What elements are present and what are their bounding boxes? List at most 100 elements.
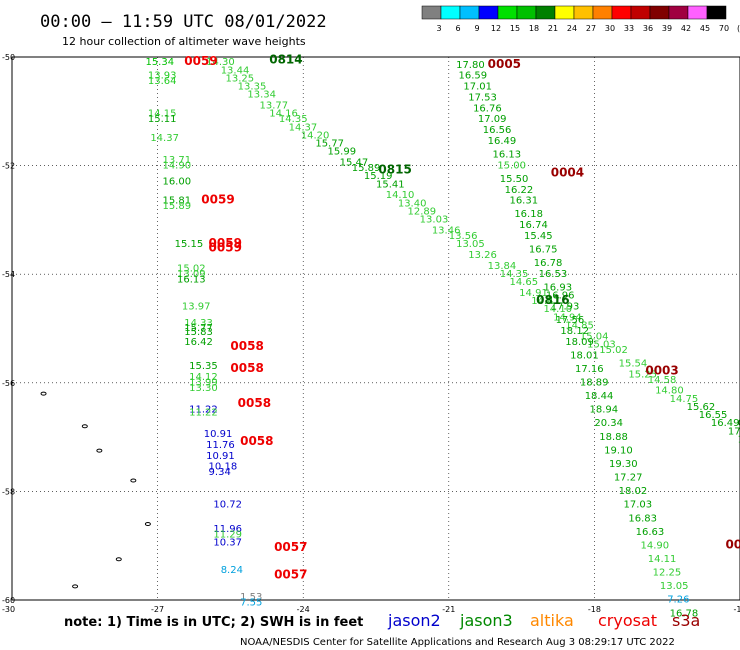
wave-height-value: 14.90	[162, 160, 191, 171]
wave-height-value: 14.94	[553, 312, 582, 323]
x-tick-label: -24	[297, 605, 310, 614]
wave-height-value: 14.30	[206, 57, 235, 68]
wave-height-value: 9.34	[209, 467, 231, 478]
wave-height-value: 16.74	[519, 220, 548, 231]
land-island	[130, 478, 137, 483]
pass-time-label: 0005	[488, 57, 521, 71]
pass-time-label: 00	[725, 537, 740, 551]
wave-height-value: 15.04	[580, 331, 609, 342]
wave-height-value: 18.89	[580, 378, 609, 389]
wave-height-value: 18.09	[565, 337, 594, 348]
colorbar-swatch	[649, 5, 670, 20]
wave-height-value: 13.99	[189, 378, 218, 389]
wave-height-value: 13.30	[189, 383, 218, 394]
wave-height-value: 17.01	[463, 82, 492, 93]
pass-time-label: 0004	[551, 165, 584, 179]
x-tick-label: -18	[588, 605, 601, 614]
x-tick-label: -15	[733, 605, 740, 614]
wave-height-value: 16.49	[711, 418, 740, 429]
y-tick-label: -54	[2, 270, 15, 279]
colorbar-swatch	[687, 5, 708, 20]
wave-height-value: 15.11	[148, 114, 177, 125]
colorbar-swatch	[421, 5, 442, 20]
pass-time-label: 0058	[230, 361, 263, 375]
wave-height-value: 17.09	[478, 114, 507, 125]
wave-height-value: 13.64	[148, 76, 177, 87]
wave-height-value: 16.31	[509, 196, 538, 207]
wave-height-value: 15.81	[162, 196, 191, 207]
colorbar-label: 33	[624, 24, 634, 33]
colorbar-label: 15	[510, 24, 520, 33]
wave-height-value: 10.91	[206, 451, 235, 462]
colorbar-swatch	[611, 5, 632, 20]
wave-height-value: 15.35	[189, 361, 218, 372]
wave-height-value: 16.13	[492, 149, 521, 160]
wave-height-value: 13.03	[420, 215, 449, 226]
wave-height-value: 19.10	[604, 445, 633, 456]
pass-time-label: 0059	[184, 54, 217, 68]
colorbar-label: 9	[474, 24, 479, 33]
colorbar-swatch	[440, 5, 461, 20]
wave-height-value: 0	[738, 418, 740, 429]
footer-note: note: 1) Time is in UTC; 2) SWH is in fe…	[64, 615, 363, 630]
wave-height-value: 14.15	[148, 109, 177, 120]
wave-height-value: 14.37	[289, 122, 318, 133]
pass-time-label: 0057	[274, 567, 307, 581]
wave-height-value: 18.88	[599, 432, 628, 443]
wave-height-value: 15.77	[184, 323, 213, 334]
wave-height-value: 12.89	[408, 206, 437, 217]
y-tick-label: -56	[2, 379, 15, 388]
wave-height-value: 13.34	[247, 90, 276, 101]
wave-height-value: 18.94	[590, 405, 619, 416]
wave-height-value: 19.30	[609, 459, 638, 470]
wave-height-value: 11.22	[189, 407, 218, 418]
wave-height-value: 14.85	[565, 321, 594, 332]
x-tick-label-corner: -30	[2, 605, 15, 614]
wave-height-value: 14.35	[500, 269, 529, 280]
wave-height-value: 15.03	[587, 340, 616, 351]
land-outlines	[40, 391, 151, 589]
wave-height-value: 14.75	[670, 394, 699, 405]
wave-height-value: 13.44	[221, 65, 250, 76]
wave-height-value: 17.03	[624, 500, 653, 511]
wave-height-value: 18.44	[585, 391, 614, 402]
wave-height-value: 15.77	[315, 139, 344, 150]
plot-frame	[11, 56, 740, 601]
land-island	[40, 391, 47, 396]
wave-height-value: 15.02	[599, 345, 628, 356]
wave-height-value: 15.83	[184, 327, 213, 338]
wave-height-value: 16.22	[505, 185, 534, 196]
wave-height-value: 14.65	[509, 277, 538, 288]
wave-height-value: 16.55	[699, 410, 728, 421]
wave-height-value: 14.90	[641, 540, 670, 551]
colorbar-label: 36	[643, 24, 653, 33]
wave-height-value: 16.76	[473, 103, 502, 114]
colorbar-swatch	[554, 5, 575, 20]
wave-height-value: 16.75	[529, 244, 558, 255]
wave-height-value: 15.89	[162, 201, 191, 212]
wave-height-value: 18.	[738, 435, 740, 446]
wave-height-value: 13.05	[660, 581, 689, 592]
colorbar-swatch	[535, 5, 556, 20]
wave-height-value: 17.53	[468, 92, 497, 103]
wave-height-value: 15.34	[145, 57, 174, 68]
colorbar-label: 70	[719, 24, 729, 33]
wave-height-value: 15.41	[376, 179, 405, 190]
colorbar-label: 21	[548, 24, 558, 33]
wave-height-value: 15.99	[327, 147, 356, 158]
wave-height-value: 16.00	[162, 177, 191, 188]
wave-height-value: 10.37	[213, 538, 242, 549]
wave-height-value: 15.50	[500, 174, 529, 185]
wave-height-value: 15.45	[524, 231, 553, 242]
legend-altika: altika	[530, 611, 574, 630]
colorbar-label: 45	[700, 24, 710, 33]
legend-s3a: s3a	[672, 611, 700, 630]
wave-height-value: 14.37	[150, 133, 179, 144]
colorbar-swatch	[706, 5, 727, 20]
wave-height-value: 16.13	[177, 274, 206, 285]
wave-height-value: 17.27	[614, 473, 643, 484]
colorbar-label: 3	[436, 24, 441, 33]
wave-height-value: 14.33	[184, 318, 213, 329]
